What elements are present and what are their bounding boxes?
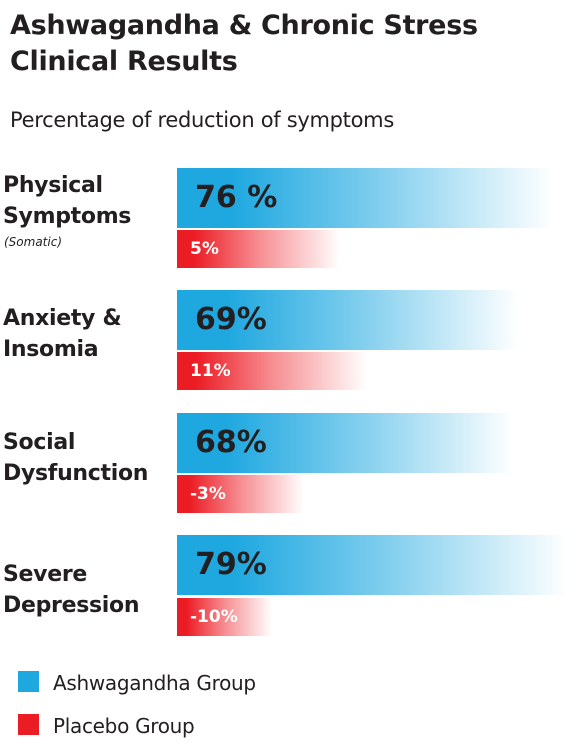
category-line-1: Severe xyxy=(3,562,87,587)
category-line-2: Depression xyxy=(3,593,140,618)
category-line-2: Insomia xyxy=(3,337,99,362)
category-line-2: Symptoms xyxy=(3,204,132,229)
data-label-placebo-social: -3% xyxy=(190,484,226,504)
legend-label-ashwagandha: Ashwagandha Group xyxy=(53,671,256,695)
data-label-ashwagandha-severe: 79% xyxy=(195,547,267,582)
category-label-severe: Severe Depression xyxy=(3,559,175,621)
data-label-placebo-anxiety: 11% xyxy=(190,361,231,381)
category-line-1: Physical xyxy=(3,173,103,198)
legend-label-placebo: Placebo Group xyxy=(53,714,195,738)
legend-swatch-placebo xyxy=(18,714,39,735)
bar-placebo-severe xyxy=(177,598,272,636)
legend-swatch-ashwagandha xyxy=(18,671,39,692)
data-label-ashwagandha-physical: 76 % xyxy=(195,180,278,215)
category-label-physical: Physical Symptoms xyxy=(3,170,175,232)
bar-placebo-physical xyxy=(177,230,340,268)
bar-ashwagandha-physical xyxy=(177,168,553,228)
chart-title: Ashwagandha & Chronic Stress Clinical Re… xyxy=(10,8,580,80)
category-label-social: Social Dysfunction xyxy=(3,427,175,489)
bar-ashwagandha-severe xyxy=(177,535,568,595)
chart-subtitle: Percentage of reduction of symptoms xyxy=(10,108,394,132)
data-label-ashwagandha-anxiety: 69% xyxy=(195,302,267,337)
bar-ashwagandha-social xyxy=(177,413,514,473)
bar-placebo-social xyxy=(177,475,304,513)
chart-title-line-1: Ashwagandha & Chronic Stress xyxy=(10,10,478,41)
bar-ashwagandha-anxiety xyxy=(177,290,519,350)
category-label-anxiety: Anxiety & Insomia xyxy=(3,303,175,365)
category-line-1: Social xyxy=(3,430,76,455)
data-label-placebo-severe: -10% xyxy=(190,607,238,627)
category-note-somatic: (Somatic) xyxy=(4,235,63,249)
chart-title-line-2: Clinical Results xyxy=(10,46,238,77)
data-label-placebo-physical: 5% xyxy=(190,239,219,259)
data-label-ashwagandha-social: 68% xyxy=(195,425,267,460)
category-line-1: Anxiety & xyxy=(3,306,122,331)
category-line-2: Dysfunction xyxy=(3,461,149,486)
bar-placebo-anxiety xyxy=(177,352,367,390)
